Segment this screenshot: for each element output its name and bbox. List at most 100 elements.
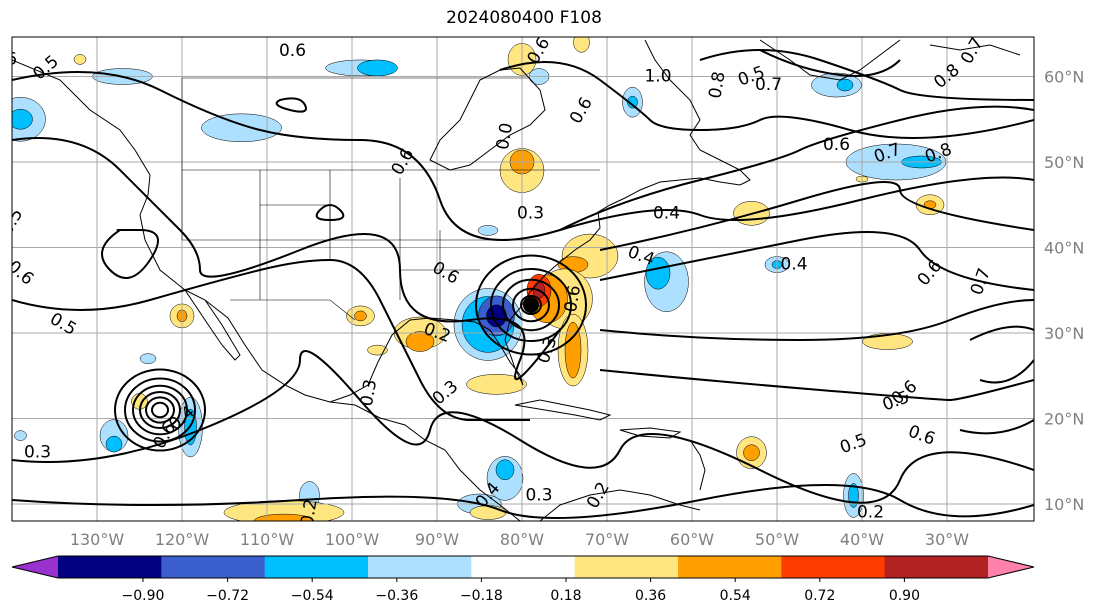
latitude-label: 10°N [1044,495,1084,514]
contour-ring [145,396,175,424]
coastline-segment [929,44,1021,56]
negative-anomaly-region [105,435,123,453]
colorbar-tick-label: 0.54 [720,588,751,604]
colorbar-swatch [368,556,472,578]
colorbar-swatch [781,556,886,578]
coastline-segment [519,39,751,309]
latitude-label: 60°N [1044,68,1084,87]
coastline-segment [759,39,901,81]
contour-ring [520,295,542,315]
colorbar-swatch [58,556,162,578]
contour-ring [114,368,206,452]
latitude-label: 30°N [1044,324,1084,343]
contour-ring [490,268,572,342]
latitude-labels: 60°N 50°N 40°N 30°N 20°N 10°N [1044,68,1084,515]
coastline-segment [619,427,682,439]
longitude-label: 50°W [755,530,799,549]
contour-label: 0.6 [0,49,17,69]
colorbar-tick-label: −0.72 [206,588,249,604]
longitude-label: 90°W [415,530,459,549]
plot-title: 2024080400 F108 [446,8,602,28]
contour-lines [12,49,1034,519]
contour-label: 0.7 [755,75,782,95]
contour-ring [502,278,560,332]
positive-anomaly-region [73,54,87,65]
coastline-segment [329,307,524,403]
contour-line [12,484,1034,519]
negative-anomaly-region [477,225,499,236]
coastline-segment [429,67,546,171]
negative-anomaly-region [495,459,515,481]
contour-line [979,359,1034,384]
contour-line [599,369,1034,402]
negative-anomaly-region [645,256,671,290]
colorbar-arrow-low [12,556,58,578]
contour-label: 0.2 [857,503,884,523]
longitude-label: 40°W [840,530,884,549]
map-frame [11,36,1035,522]
longitude-labels: 130°W 120°W 110°W 100°W 90°W 80°W 70°W 60°W 50°W… [70,530,969,549]
positive-anomaly-region [405,331,435,352]
longitude-label: 30°W [925,530,969,549]
contour-label: 0.4 [780,255,807,275]
contour-line [499,61,1034,139]
colorbar-tick-labels: −0.90 −0.72 −0.54 −0.36 −0.18 0.18 0.36 0.54 0.7… [122,578,920,604]
colorbar-tick-label: 0.90 [889,588,920,604]
latitude-label: 50°N [1044,153,1084,172]
coastline-segment [184,289,241,361]
contour-line [12,71,1034,241]
negative-anomaly-region [14,430,27,441]
contour-line [699,49,1034,101]
longitude-label: 70°W [585,530,629,549]
negative-anomaly-region [12,109,33,130]
colorbar-tick-label: 0.18 [550,588,581,604]
colorbar-swatch [161,556,266,578]
contour-label: 0.2 [297,497,321,527]
colorbar-swatch [471,556,576,578]
contour-label: 0.6 [279,41,306,61]
coastline-segment [514,399,612,421]
contour-line [759,49,901,77]
contour-line [315,204,345,222]
contour-ring [512,287,550,323]
longitude-label: 130°W [70,530,125,549]
contour-ring [475,254,587,356]
coastline-segment [12,59,521,521]
colorbar-swatch [884,556,989,578]
contour-line [599,181,1034,251]
longitude-label: 100°W [325,530,380,549]
negative-anomaly-region [836,78,854,92]
contour-ring [151,401,169,419]
colorbar-tick-label: −0.36 [375,588,418,604]
colorbar-tick-label: −0.18 [460,588,503,604]
positive-anomaly-region [466,374,527,395]
contour-ring [139,391,181,429]
map-area: 0.60.50.50.60.50.30.40.60.60.60.60.00.30… [0,37,1034,527]
contour-line [959,419,1034,435]
colorbar-tick-label: 0.72 [804,588,835,604]
contour-line [101,229,159,279]
colorbar-tick-label: −0.54 [291,588,334,604]
contour-line [969,325,1034,341]
positive-anomaly-region [354,310,367,322]
colorbar-tick-label: −0.90 [122,588,165,604]
longitude-label: 80°W [500,530,544,549]
storm-center-marker [523,297,539,313]
longitude-label: 110°W [240,530,295,549]
negative-anomaly-region [201,113,282,143]
colorbar-arrow-high [988,556,1034,578]
contour-label: 1.0 [644,67,671,87]
coastline-segment [539,489,701,521]
positive-anomaly-region [253,513,315,521]
contour-label: 0.3 [357,378,381,408]
contour-line [12,137,561,381]
positive-anomaly-region [743,444,760,461]
contour-ring [132,384,188,436]
contour-line [559,105,1034,231]
gridlines [12,37,1034,521]
longitude-label: 60°W [670,530,714,549]
contour-label: 0.3 [24,443,51,463]
positive-anomaly-region [564,321,582,379]
contour-ring [124,377,196,443]
